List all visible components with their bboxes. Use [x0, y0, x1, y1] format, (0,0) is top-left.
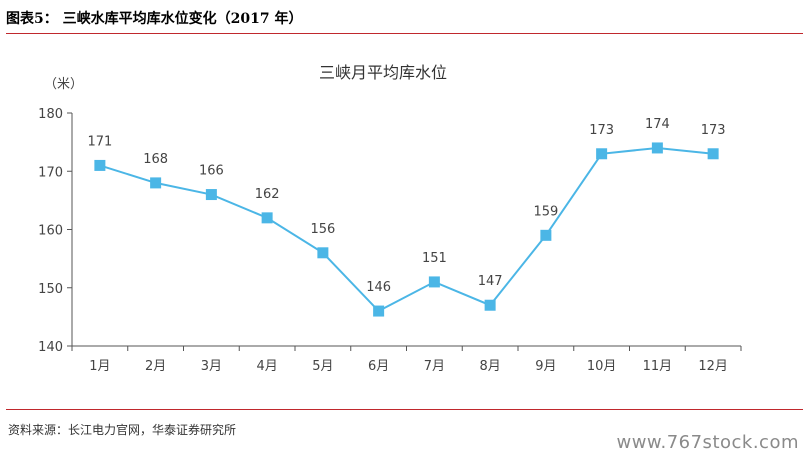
x-tick-label: 10月: [587, 359, 617, 374]
data-label: 162: [255, 187, 280, 202]
top-divider: [6, 33, 803, 34]
data-point: [428, 276, 440, 288]
x-tick-label: 2月: [145, 359, 166, 374]
series-group: 171 168 166 162 156 146 151 147 159 173 174 173: [87, 117, 726, 317]
x-tick-label: 1月: [89, 359, 110, 374]
data-point: [596, 148, 608, 160]
x-tick-label: 3月: [201, 359, 222, 374]
data-label: 151: [422, 251, 447, 266]
y-axis-unit: （米）: [44, 77, 83, 92]
data-point: [317, 247, 329, 259]
x-tick-label: 8月: [479, 359, 500, 374]
y-tick-label: 180: [38, 107, 63, 122]
x-tick-label: 12月: [698, 359, 728, 374]
data-label: 159: [533, 204, 558, 219]
data-point: [205, 189, 217, 201]
source-note: 资料来源：长江电力官网，华泰证券研究所: [8, 423, 237, 437]
data-point: [707, 148, 719, 160]
x-tick-label: 4月: [256, 359, 277, 374]
chart-title: 三峡月平均库水位: [319, 63, 447, 82]
bottom-divider: [6, 409, 803, 410]
y-tick-label: 140: [38, 340, 63, 355]
watermark: www.767stock.com: [616, 432, 799, 453]
data-label: 173: [701, 123, 726, 138]
data-label: 173: [589, 123, 614, 138]
data-label: 171: [87, 134, 112, 149]
data-label: 174: [645, 117, 670, 132]
data-point: [540, 229, 552, 241]
x-tick-label: 5月: [312, 359, 333, 374]
x-tick-label: 7月: [424, 359, 445, 374]
y-tick-label: 160: [38, 224, 63, 239]
y-tick-label: 170: [38, 165, 63, 180]
x-tick-label: 11月: [643, 359, 673, 374]
axes: 140 150 160 170 180 1月 2月 3月 4月 5月 6月 7月 8月 9月 10月 11月 1…: [38, 107, 742, 374]
data-label: 147: [478, 274, 503, 289]
data-point: [261, 212, 273, 224]
data-point: [150, 177, 162, 189]
data-point: [651, 142, 663, 154]
data-label: 166: [199, 164, 224, 179]
series-line: [99, 146, 714, 313]
data-point: [373, 305, 385, 317]
data-label: 168: [143, 152, 168, 167]
y-tick-label: 150: [38, 282, 63, 297]
x-tick-label: 9月: [535, 359, 556, 374]
data-point: [94, 159, 106, 171]
data-label: 146: [366, 280, 391, 295]
x-tick-label: 6月: [368, 359, 389, 374]
data-label: 156: [310, 222, 335, 237]
data-point: [484, 299, 496, 311]
figure-title: 图表5： 三峡水库平均库水位变化（2017 年）: [6, 11, 303, 27]
